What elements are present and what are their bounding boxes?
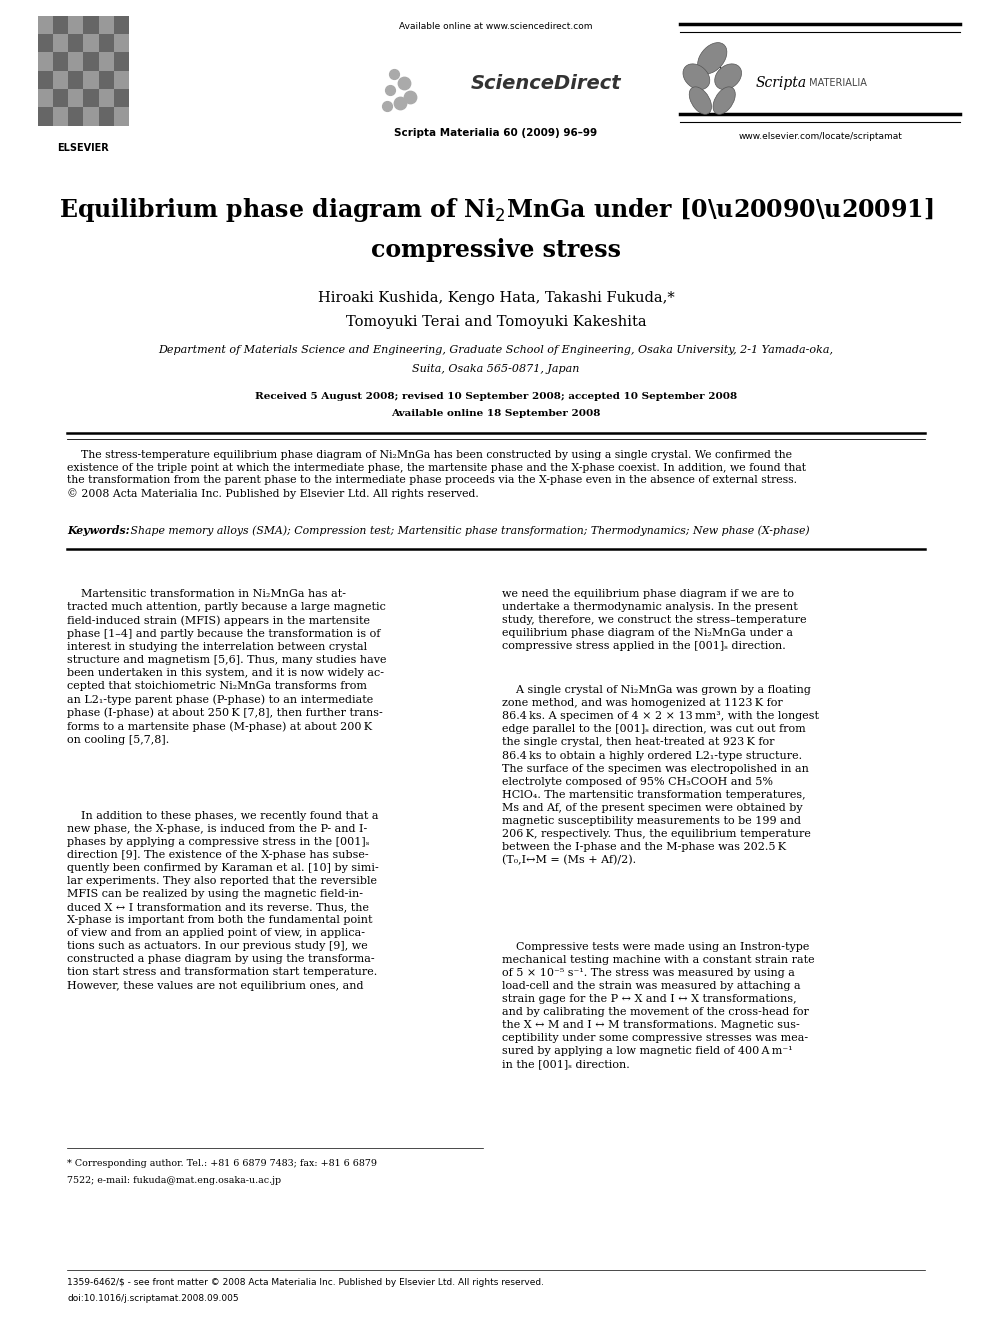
Text: Equilibrium phase diagram of Ni$_2$MnGa under [0\u20090\u20091]: Equilibrium phase diagram of Ni$_2$MnGa … bbox=[59, 196, 933, 224]
Bar bbox=[98, 89, 114, 107]
Bar bbox=[83, 16, 98, 34]
Text: Scripta Materialia 60 (2009) 96–99: Scripta Materialia 60 (2009) 96–99 bbox=[395, 128, 597, 139]
Text: A single crystal of Ni₂MnGa was grown by a floating
zone method, and was homogen: A single crystal of Ni₂MnGa was grown by… bbox=[502, 685, 819, 865]
Bar bbox=[98, 107, 114, 126]
Bar bbox=[53, 70, 68, 89]
Text: ELSEVIER: ELSEVIER bbox=[58, 143, 109, 153]
Bar bbox=[68, 34, 83, 53]
Text: 7522; e-mail: fukuda@mat.eng.osaka-u.ac.jp: 7522; e-mail: fukuda@mat.eng.osaka-u.ac.… bbox=[67, 1176, 282, 1185]
Bar bbox=[98, 70, 114, 89]
Ellipse shape bbox=[682, 64, 710, 90]
Text: Scripta: Scripta bbox=[756, 77, 807, 90]
Bar bbox=[83, 107, 98, 126]
Text: Suita, Osaka 565-0871, Japan: Suita, Osaka 565-0871, Japan bbox=[413, 364, 579, 374]
Point bbox=[396, 73, 412, 94]
Bar bbox=[68, 89, 83, 107]
Text: Tomoyuki Terai and Tomoyuki Kakeshita: Tomoyuki Terai and Tomoyuki Kakeshita bbox=[345, 315, 647, 329]
Text: Compressive tests were made using an Instron-type
mechanical testing machine wit: Compressive tests were made using an Ins… bbox=[502, 942, 814, 1069]
Ellipse shape bbox=[689, 87, 711, 114]
Point bbox=[386, 64, 402, 85]
Bar bbox=[68, 16, 83, 34]
Ellipse shape bbox=[697, 42, 727, 74]
Bar bbox=[83, 34, 98, 53]
Bar bbox=[53, 16, 68, 34]
Bar bbox=[38, 107, 53, 126]
Text: Martensitic transformation in Ni₂MnGa has at-
tracted much attention, partly bec: Martensitic transformation in Ni₂MnGa ha… bbox=[67, 589, 387, 745]
Bar bbox=[53, 107, 68, 126]
Text: www.elsevier.com/locate/scriptamat: www.elsevier.com/locate/scriptamat bbox=[738, 132, 903, 142]
Bar bbox=[38, 70, 53, 89]
Bar bbox=[38, 16, 129, 126]
Text: MATERIALIA: MATERIALIA bbox=[806, 78, 866, 89]
Ellipse shape bbox=[714, 64, 742, 90]
Bar bbox=[98, 34, 114, 53]
Text: * Corresponding author. Tel.: +81 6 6879 7483; fax: +81 6 6879: * Corresponding author. Tel.: +81 6 6879… bbox=[67, 1159, 377, 1168]
Point bbox=[379, 95, 395, 116]
Text: Department of Materials Science and Engineering, Graduate School of Engineering,: Department of Materials Science and Engi… bbox=[159, 345, 833, 356]
Point bbox=[382, 79, 398, 101]
Bar bbox=[114, 89, 129, 107]
Bar bbox=[114, 53, 129, 70]
Bar bbox=[98, 16, 114, 34]
Bar bbox=[83, 53, 98, 70]
Text: Available online 18 September 2008: Available online 18 September 2008 bbox=[391, 409, 601, 418]
Text: The stress-temperature equilibrium phase diagram of Ni₂MnGa has been constructed: The stress-temperature equilibrium phase… bbox=[67, 450, 806, 499]
Bar bbox=[38, 89, 53, 107]
Text: Hiroaki Kushida, Kengo Hata, Takashi Fukuda,*: Hiroaki Kushida, Kengo Hata, Takashi Fuk… bbox=[317, 291, 675, 306]
Bar bbox=[83, 89, 98, 107]
Bar bbox=[38, 53, 53, 70]
Bar bbox=[114, 107, 129, 126]
Bar bbox=[53, 53, 68, 70]
Text: we need the equilibrium phase diagram if we are to
undertake a thermodynamic ana: we need the equilibrium phase diagram if… bbox=[502, 589, 806, 651]
Bar bbox=[38, 16, 53, 34]
Bar bbox=[53, 34, 68, 53]
Point bbox=[402, 86, 418, 107]
Text: ScienceDirect: ScienceDirect bbox=[471, 74, 622, 93]
Text: 1359-6462/$ - see front matter © 2008 Acta Materialia Inc. Published by Elsevier: 1359-6462/$ - see front matter © 2008 Ac… bbox=[67, 1278, 545, 1287]
Text: doi:10.1016/j.scriptamat.2008.09.005: doi:10.1016/j.scriptamat.2008.09.005 bbox=[67, 1294, 239, 1303]
Text: Keywords:: Keywords: bbox=[67, 525, 130, 536]
Text: compressive stress: compressive stress bbox=[371, 238, 621, 262]
Bar bbox=[53, 89, 68, 107]
Bar bbox=[68, 53, 83, 70]
Point bbox=[392, 93, 408, 114]
Bar bbox=[114, 34, 129, 53]
Text: Shape memory alloys (SMA); Compression test; Martensitic phase transformation; T: Shape memory alloys (SMA); Compression t… bbox=[127, 525, 809, 536]
Text: Received 5 August 2008; revised 10 September 2008; accepted 10 September 2008: Received 5 August 2008; revised 10 Septe… bbox=[255, 392, 737, 401]
Bar bbox=[83, 70, 98, 89]
Bar bbox=[68, 107, 83, 126]
Text: Available online at www.sciencedirect.com: Available online at www.sciencedirect.co… bbox=[399, 22, 593, 32]
Bar bbox=[114, 70, 129, 89]
Bar bbox=[68, 70, 83, 89]
Bar bbox=[38, 34, 53, 53]
Bar bbox=[114, 16, 129, 34]
Text: In addition to these phases, we recently found that a
new phase, the X-phase, is: In addition to these phases, we recently… bbox=[67, 811, 379, 991]
Bar bbox=[98, 53, 114, 70]
Ellipse shape bbox=[713, 87, 735, 114]
